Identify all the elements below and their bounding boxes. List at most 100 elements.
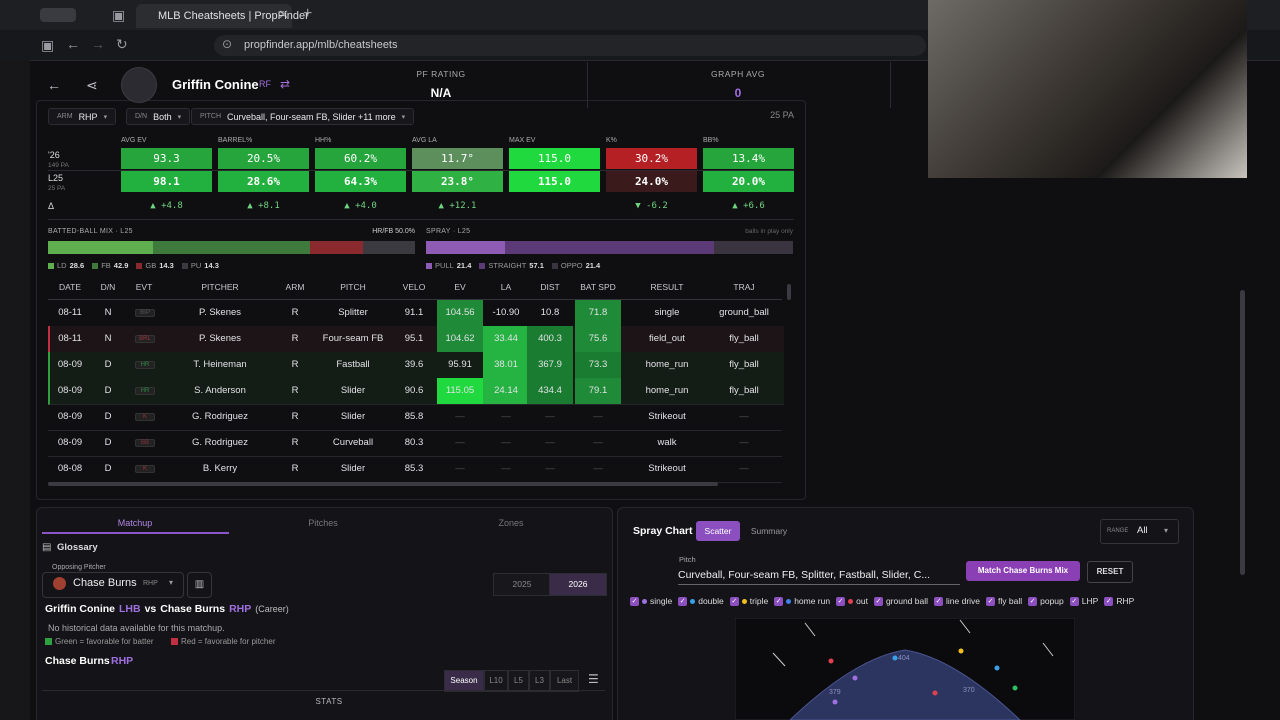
table-header: LA bbox=[500, 282, 512, 292]
site-info[interactable]: ⊙ bbox=[222, 37, 233, 51]
table-cell: 08-09 bbox=[57, 359, 83, 370]
filter-checkbox[interactable]: ✓ line drive bbox=[934, 596, 980, 606]
share-icon[interactable]: ⋖ bbox=[86, 77, 98, 93]
legend-swatch bbox=[171, 638, 178, 645]
filter-checkbox[interactable]: ✓ home run bbox=[774, 596, 830, 606]
filter-checkbox[interactable]: ✓ RHP bbox=[1104, 596, 1134, 606]
reset-button[interactable]: RESET bbox=[1087, 561, 1133, 583]
filter-label: LHP bbox=[1081, 596, 1099, 606]
filter-checkbox[interactable]: ✓ double bbox=[678, 596, 724, 606]
table-cell: 79.1 bbox=[588, 385, 608, 396]
no-data-note: No historical data available for this ma… bbox=[48, 623, 225, 633]
tab-icon[interactable]: ▣ bbox=[112, 7, 126, 23]
cell-highlight bbox=[437, 378, 483, 404]
swatch bbox=[136, 262, 143, 269]
close-tab[interactable]: ✕ bbox=[278, 7, 289, 22]
filter-checkbox[interactable]: ✓ out bbox=[836, 596, 868, 606]
legend-name: GB bbox=[145, 261, 157, 270]
year-toggle[interactable]: 2026 bbox=[549, 573, 607, 596]
pitch-select[interactable]: Curveball, Four-seam FB, Splitter, Fastb… bbox=[678, 569, 960, 585]
checkbox: ✓ bbox=[934, 596, 943, 606]
new-tab[interactable]: + bbox=[303, 5, 313, 22]
stat-cell: 28.6% bbox=[218, 171, 309, 192]
filter-checkbox[interactable]: ✓ fly ball bbox=[986, 596, 1022, 606]
view-toggle[interactable]: Scatter bbox=[696, 521, 740, 541]
hit-dot bbox=[958, 648, 964, 654]
table-cell: -10.90 bbox=[492, 307, 520, 318]
table-cell: 115.05 bbox=[445, 385, 475, 396]
table-cell: 08-08 bbox=[57, 463, 83, 474]
table-cell: — bbox=[739, 463, 749, 474]
sidebar-button[interactable]: ▣ bbox=[41, 37, 55, 53]
legend-value: 42.9 bbox=[113, 261, 129, 270]
tab-group-icon[interactable] bbox=[40, 8, 76, 22]
reload-button[interactable]: ↻ bbox=[116, 36, 128, 52]
stat-delta: ▲ +8.1 bbox=[247, 201, 280, 211]
filter-checkbox[interactable]: ✓ ground ball bbox=[873, 596, 928, 606]
url-box[interactable] bbox=[214, 35, 926, 56]
table-row[interactable] bbox=[48, 378, 784, 405]
player-name: Griffin Conine bbox=[172, 77, 259, 92]
panel-tab[interactable]: Pitches bbox=[308, 518, 338, 528]
url[interactable]: propfinder.app/mlb/cheatsheets bbox=[244, 39, 398, 51]
panel-tab[interactable]: Zones bbox=[498, 518, 524, 528]
row-sub: 25 PA bbox=[48, 185, 66, 192]
table-row[interactable] bbox=[48, 430, 782, 457]
heading-part: Chase Burns bbox=[160, 603, 226, 615]
filter-checkbox[interactable]: ✓ LHP bbox=[1069, 596, 1099, 606]
caret: ▾ bbox=[177, 113, 182, 121]
event-tag: BRL bbox=[135, 335, 155, 343]
stat-delta: ▲ +4.8 bbox=[150, 201, 183, 211]
filter-checkbox[interactable]: ✓ single bbox=[630, 596, 672, 606]
split-pill[interactable]: L3 bbox=[529, 670, 550, 692]
table-vscroll[interactable] bbox=[787, 284, 791, 300]
split-pill[interactable]: Last bbox=[550, 670, 579, 692]
table-hscroll[interactable] bbox=[48, 482, 718, 486]
checkbox: ✓ bbox=[630, 596, 639, 606]
filter-checkbox[interactable]: ✓ popup bbox=[1028, 596, 1064, 606]
table-header: BAT SPD bbox=[580, 282, 616, 292]
table-cell: B. Kerry bbox=[202, 463, 238, 474]
table-header: DATE bbox=[58, 282, 82, 292]
bar-segment bbox=[426, 241, 505, 254]
swap-icon[interactable]: ⇄ bbox=[280, 77, 291, 91]
settings-icon[interactable]: ☰ bbox=[588, 672, 599, 686]
page-scrollbar[interactable] bbox=[1240, 290, 1245, 575]
filter-chip[interactable]: ARM RHP ▾ bbox=[48, 108, 117, 125]
panel-tab[interactable]: Matchup bbox=[117, 518, 153, 528]
table-cell: Slider bbox=[340, 411, 366, 422]
filter-chip[interactable]: D/N Both ▾ bbox=[126, 108, 191, 125]
filter-checkbox[interactable]: ✓ triple bbox=[729, 596, 768, 606]
table-cell: P. Skenes bbox=[198, 307, 242, 318]
view-toggle[interactable]: Summary bbox=[750, 526, 788, 536]
back-button[interactable]: ← bbox=[66, 36, 80, 52]
back-arrow[interactable]: ← bbox=[47, 77, 61, 93]
chart-button[interactable]: ▥ bbox=[187, 572, 212, 598]
split-pill[interactable]: Season bbox=[444, 670, 484, 692]
table-cell: 90.6 bbox=[404, 385, 424, 396]
table-cell: D bbox=[104, 437, 112, 448]
table-cell: R bbox=[291, 333, 299, 344]
table-cell: — bbox=[545, 411, 555, 422]
range-box[interactable] bbox=[1100, 519, 1179, 544]
table-cell: Slider bbox=[340, 463, 366, 474]
year-toggle[interactable]: 2025 bbox=[493, 573, 551, 596]
forward-button[interactable]: → bbox=[91, 36, 105, 52]
split-pill[interactable]: L10 bbox=[484, 670, 508, 692]
table-row[interactable] bbox=[48, 404, 782, 431]
pitcher-select[interactable] bbox=[42, 572, 184, 598]
active-tab[interactable] bbox=[136, 4, 292, 28]
stat-cell: 60.2% bbox=[315, 148, 406, 169]
legend-name: OPPO bbox=[560, 261, 583, 270]
checkbox: ✓ bbox=[986, 596, 996, 606]
foul-line-right-2 bbox=[1042, 642, 1054, 657]
split-pill[interactable]: L5 bbox=[508, 670, 529, 692]
hit-dot bbox=[828, 658, 834, 664]
filter-chip[interactable]: PITCH Curveball, Four-seam FB, Slider +11… bbox=[191, 108, 415, 125]
match-button[interactable]: Match Chase Burns Mix bbox=[966, 561, 1080, 581]
glossary[interactable]: Glossary bbox=[57, 542, 98, 553]
table-cell: 104.62 bbox=[445, 333, 475, 344]
table-cell: N bbox=[104, 307, 112, 318]
swatch bbox=[551, 262, 558, 269]
row-label: L25 bbox=[48, 173, 64, 183]
